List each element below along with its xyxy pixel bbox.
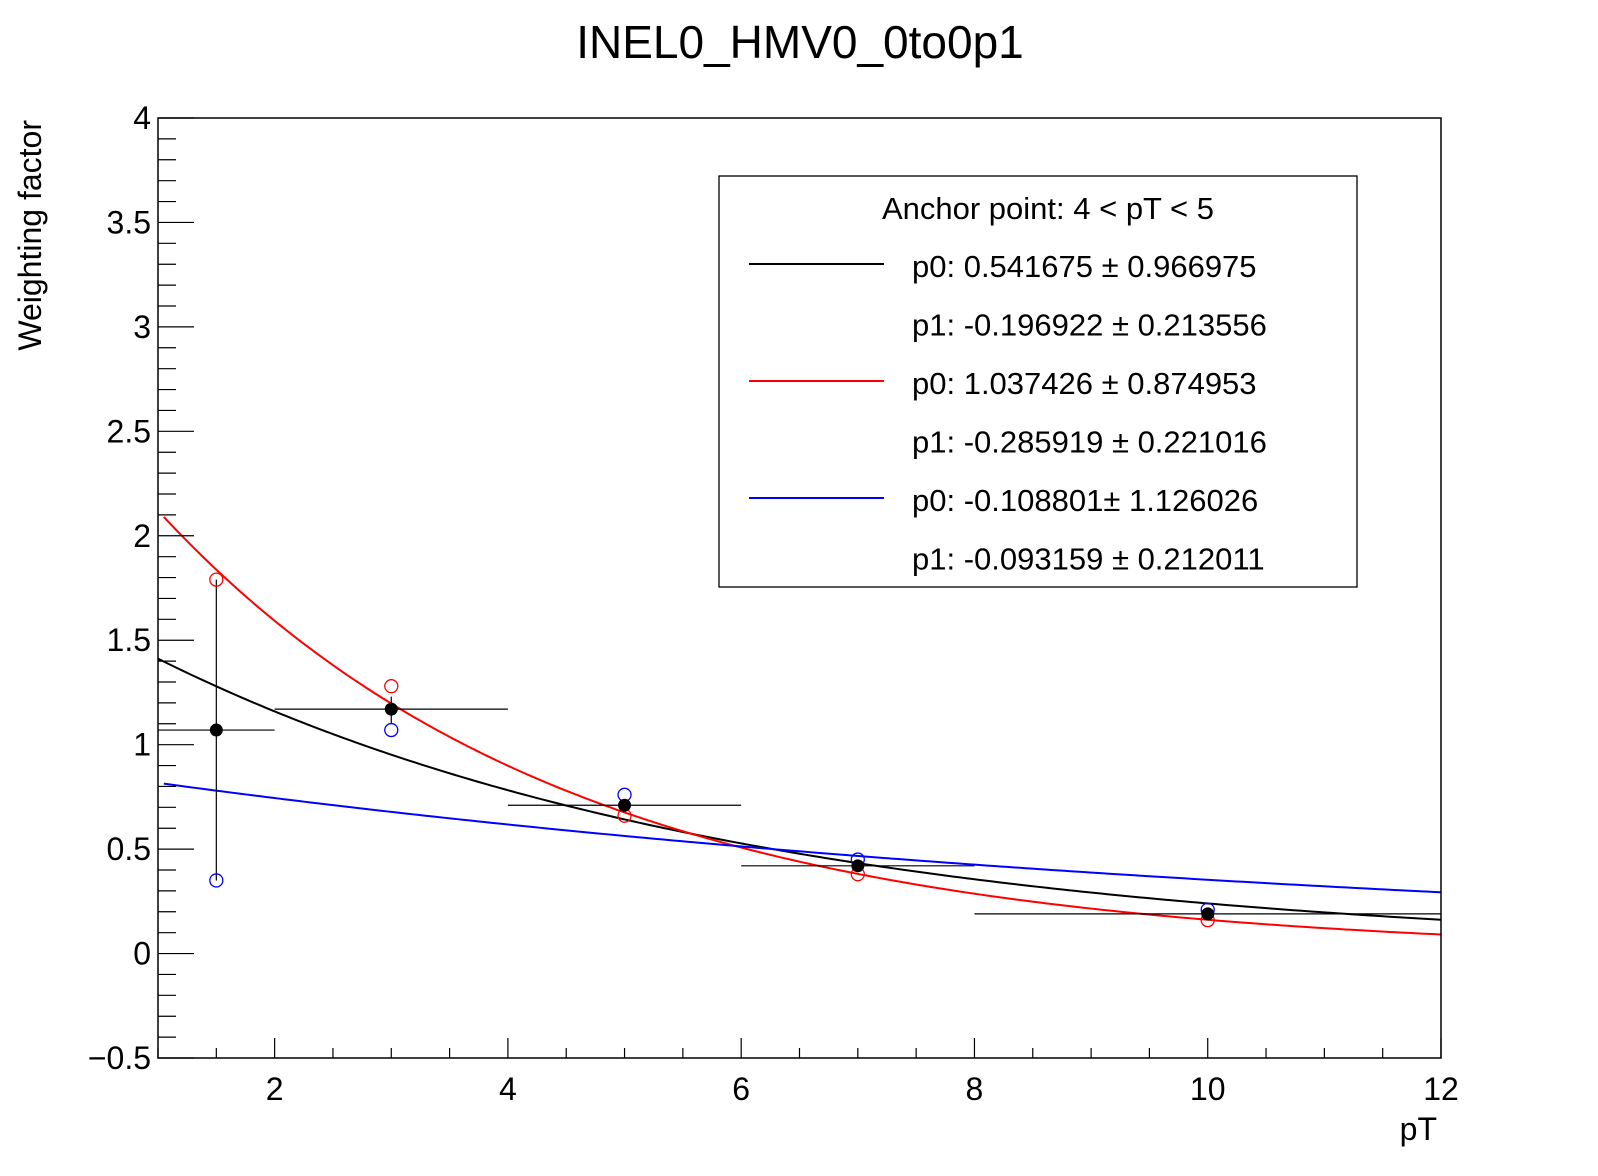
y-tick-label: 2	[133, 518, 151, 554]
error-bars	[158, 579, 1441, 915]
data-markers	[209, 572, 1215, 928]
y-tick-label: 2.5	[107, 413, 151, 449]
x-tick-label: 10	[1190, 1071, 1226, 1107]
y-tick-label: 1.5	[107, 622, 151, 658]
x-axis: 2 4 6 8 10 12	[157, 1038, 1459, 1107]
black-filled-marker	[384, 702, 398, 716]
fit-curve-0	[158, 657, 1441, 921]
x-tick-label: 4	[499, 1071, 517, 1107]
fit-curve-1	[163, 516, 1441, 936]
y-tick-label: 3	[133, 309, 151, 345]
y-tick-label: −0.5	[88, 1040, 151, 1076]
legend-entry-text: p0: -0.108801± 1.126026	[912, 483, 1258, 518]
y-axis-label: Weighting factor	[12, 120, 48, 351]
legend-header: Anchor point: 4 < pT < 5	[882, 191, 1214, 226]
y-tick-label: 3.5	[107, 204, 151, 240]
black-filled-marker	[618, 798, 632, 812]
y-tick-label: 0.5	[107, 831, 151, 867]
y-axis: −0.5 0 0.5 1 1.5 2 2.5 3 3.5 4	[88, 100, 194, 1076]
y-tick-label: 0	[133, 936, 151, 972]
legend: Anchor point: 4 < pT < 5 p0: 0.541675 ± …	[718, 175, 1358, 588]
y-tick-label: 1	[133, 727, 151, 763]
chart-title: INEL0_HMV0_0to0p1	[576, 16, 1024, 68]
legend-entry-text: p1: -0.196922 ± 0.213556	[912, 308, 1267, 343]
fit-curve-2	[163, 782, 1441, 894]
legend-entry-text: p1: -0.093159 ± 0.212011	[912, 542, 1265, 577]
red-open-marker	[209, 572, 224, 587]
red-open-marker	[384, 679, 399, 694]
black-filled-marker	[1201, 907, 1215, 921]
fit-curves	[158, 516, 1441, 936]
x-tick-label: 12	[1423, 1071, 1459, 1107]
legend-entry-text: p0: 1.037426 ± 0.874953	[912, 366, 1257, 401]
blue-open-marker	[384, 722, 399, 738]
x-axis-label: pT	[1400, 1111, 1437, 1147]
x-tick-label: 8	[966, 1071, 984, 1107]
x-tick-label: 6	[732, 1071, 750, 1107]
black-filled-marker	[851, 859, 865, 873]
legend-entry-text: p0: 0.541675 ± 0.966975	[912, 249, 1257, 284]
blue-open-marker	[209, 873, 224, 888]
black-filled-marker	[209, 723, 223, 737]
y-tick-label: 4	[133, 100, 151, 136]
legend-entry-text: p1: -0.285919 ± 0.221016	[912, 425, 1267, 460]
x-tick-label: 2	[266, 1071, 284, 1107]
